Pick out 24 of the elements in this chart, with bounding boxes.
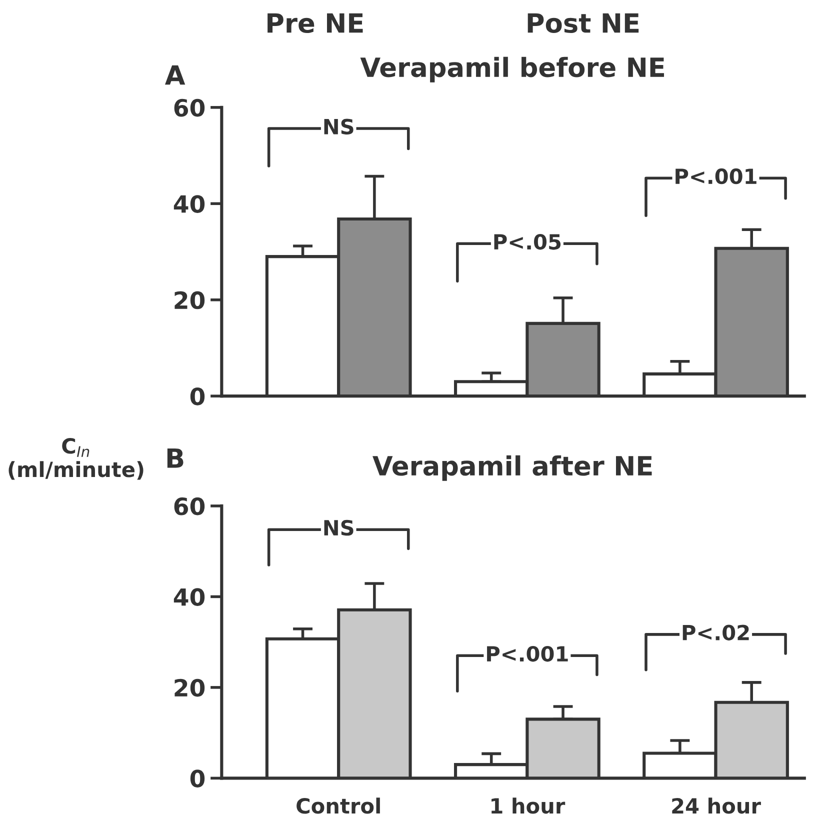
annotation: P<.02: [682, 624, 749, 640]
y-tick-label: 20: [174, 678, 205, 697]
x-tick-label: Control: [296, 798, 380, 814]
annotation: P<.001: [676, 168, 756, 184]
y-tick-label: 40: [174, 195, 205, 213]
text: Post NE: [528, 13, 639, 34]
text: Pre NE: [268, 13, 363, 34]
annotation: P<.001: [487, 646, 568, 662]
y-tick-label: 40: [174, 588, 205, 606]
y-tick-label: 0: [190, 770, 205, 788]
x-tick-label: 1 hour: [492, 798, 566, 814]
x-tick-label: 24 hour: [672, 798, 761, 814]
y-axis-title: C$_{In}$ (ml/minute): [8, 438, 144, 480]
annotation: P<.05: [494, 234, 561, 250]
annotation: NS: [324, 118, 354, 135]
y-tick-label: 0: [190, 388, 205, 406]
annotation: NS: [324, 520, 354, 536]
y-tick-label: 20: [174, 291, 205, 310]
text: B: [167, 448, 184, 468]
text: A: [164, 65, 186, 85]
chart-title: Verapamil before NE: [360, 56, 664, 82]
chart-title: Verapamil after NE: [372, 455, 652, 481]
y-tick-label: 60: [174, 98, 205, 117]
y-tick-label: 60: [174, 497, 205, 516]
